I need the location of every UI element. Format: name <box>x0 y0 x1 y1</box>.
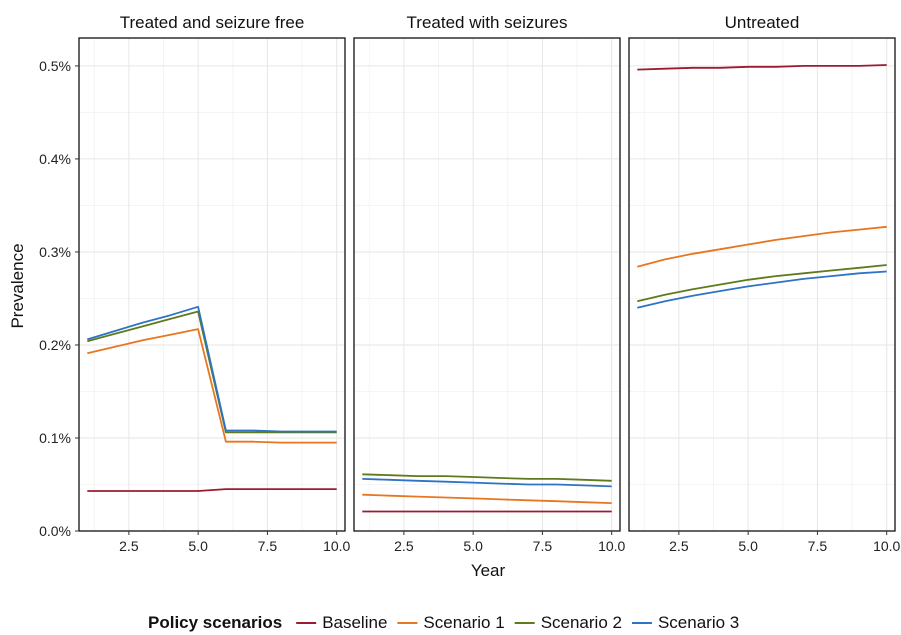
series-line-scenario-1 <box>87 328 337 444</box>
y-tick-label: 0.2% <box>39 337 71 353</box>
legend-item-scenario-1: Scenario 1 <box>397 613 505 632</box>
series-line-baseline <box>87 488 337 492</box>
x-tick-label: 10.0 <box>598 538 625 554</box>
legend-item-baseline: Baseline <box>296 613 387 632</box>
legend-label: Scenario 3 <box>658 613 739 632</box>
series-line-scenario-1 <box>637 225 887 268</box>
legend-item-scenario-2: Scenario 2 <box>514 613 622 632</box>
panel-border <box>628 37 896 532</box>
facet-title: Treated with seizures <box>407 13 568 32</box>
legend-label: Scenario 1 <box>423 613 504 632</box>
y-tick-label: 0.0% <box>39 523 71 539</box>
legend: Policy scenarios Baseline Scenario 1 Scena… <box>148 613 739 632</box>
series-line-scenario-2 <box>637 264 887 303</box>
y-axis-title: Prevalence <box>8 243 27 328</box>
y-tick-label: 0.5% <box>39 58 71 74</box>
x-tick-label: 5.0 <box>188 538 208 554</box>
facet-title: Untreated <box>725 13 800 32</box>
panel-3: Untreated 2.5 5.0 7.5 10.0 <box>628 13 901 554</box>
panel-border <box>78 37 346 532</box>
chart-panels: Treated and seizure free 2.5 5.0 7.5 10.0 0.0… <box>39 13 900 554</box>
series-line-scenario-3 <box>362 478 612 488</box>
x-tick-label: 10.0 <box>323 538 350 554</box>
x-tick-label: 7.5 <box>533 538 553 554</box>
y-tick-label: 0.4% <box>39 151 71 167</box>
series-line-scenario-3 <box>87 305 337 433</box>
x-tick-label: 5.0 <box>463 538 483 554</box>
series-line-scenario-1 <box>362 493 612 504</box>
x-tick-label: 5.0 <box>738 538 758 554</box>
panel-2: Treated with seizures 2.5 5.0 7.5 10.0 <box>353 13 626 554</box>
panel-border <box>353 37 621 532</box>
series-line-scenario-3 <box>637 270 887 309</box>
panel-1: Treated and seizure free 2.5 5.0 7.5 10.0 0.0… <box>39 13 350 554</box>
facet-title: Treated and seizure free <box>120 13 305 32</box>
x-tick-label: 7.5 <box>258 538 278 554</box>
x-tick-label: 10.0 <box>873 538 900 554</box>
x-tick-label: 7.5 <box>808 538 828 554</box>
legend-label: Scenario 2 <box>541 613 622 632</box>
legend-item-scenario-3: Scenario 3 <box>631 613 739 632</box>
x-tick-label: 2.5 <box>669 538 689 554</box>
x-tick-label: 2.5 <box>119 538 139 554</box>
x-tick-label: 2.5 <box>394 538 414 554</box>
series-line-scenario-2 <box>362 473 612 482</box>
x-axis-title: Year <box>471 561 506 580</box>
series-line-baseline <box>637 64 887 71</box>
legend-label: Baseline <box>322 613 387 632</box>
legend-title: Policy scenarios <box>148 613 282 632</box>
y-tick-label: 0.1% <box>39 430 71 446</box>
y-tick-label: 0.3% <box>39 244 71 260</box>
